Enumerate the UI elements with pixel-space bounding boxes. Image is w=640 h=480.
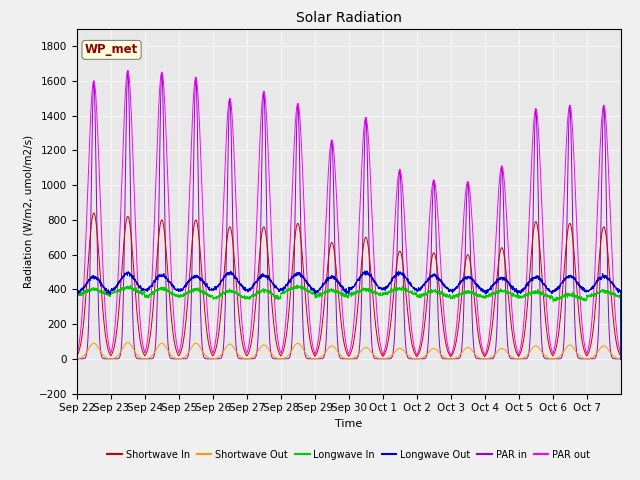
Shortwave Out — [501, 348, 509, 353]
PAR out — [501, 190, 509, 196]
PAR in — [184, 352, 192, 358]
Longwave Out — [184, 280, 192, 286]
PAR in — [419, 356, 426, 362]
PAR in — [467, 254, 474, 260]
PAR out — [73, 350, 81, 356]
Shortwave In — [534, 226, 541, 232]
Longwave In — [184, 289, 192, 295]
Longwave Out — [501, 276, 509, 282]
Line: Shortwave In: Shortwave In — [77, 213, 621, 359]
Line: Longwave Out: Longwave Out — [77, 271, 621, 360]
Longwave In — [611, 292, 619, 298]
Shortwave In — [419, 336, 426, 342]
Shortwave Out — [124, 339, 132, 345]
Shortwave In — [501, 260, 509, 266]
Longwave Out — [611, 284, 619, 289]
Y-axis label: Radiation (W/m2, umol/m2/s): Radiation (W/m2, umol/m2/s) — [23, 134, 33, 288]
PAR out — [611, 306, 619, 312]
Longwave Out — [419, 285, 426, 290]
Shortwave In — [90, 210, 98, 216]
Longwave Out — [361, 268, 369, 274]
Longwave In — [501, 289, 509, 295]
Title: Solar Radiation: Solar Radiation — [296, 11, 402, 25]
Longwave In — [294, 282, 301, 288]
Line: Shortwave Out: Shortwave Out — [77, 342, 621, 359]
Legend: Shortwave In, Shortwave Out, Longwave In, Longwave Out, PAR in, PAR out: Shortwave In, Shortwave Out, Longwave In… — [104, 446, 594, 464]
Shortwave Out — [73, 356, 81, 361]
Shortwave Out — [611, 354, 619, 360]
PAR in — [501, 275, 509, 281]
PAR in — [73, 356, 81, 362]
Longwave In — [467, 289, 474, 295]
X-axis label: Time: Time — [335, 419, 362, 429]
Line: Longwave In: Longwave In — [77, 285, 621, 359]
Longwave In — [534, 286, 541, 292]
PAR out — [184, 222, 192, 228]
Longwave In — [617, 356, 625, 362]
Shortwave In — [73, 353, 81, 359]
PAR in — [611, 356, 619, 362]
PAR out — [617, 356, 625, 362]
PAR in — [534, 173, 541, 179]
Shortwave In — [467, 261, 474, 267]
Shortwave Out — [419, 355, 426, 360]
Longwave Out — [467, 276, 474, 282]
Longwave Out — [617, 357, 625, 362]
Text: WP_met: WP_met — [85, 43, 138, 56]
PAR out — [124, 68, 132, 73]
PAR in — [124, 68, 132, 73]
Shortwave Out — [534, 344, 541, 349]
Shortwave In — [611, 330, 619, 336]
Longwave Out — [534, 274, 541, 280]
Longwave Out — [73, 291, 81, 297]
PAR out — [467, 195, 474, 201]
Shortwave Out — [617, 356, 625, 362]
PAR out — [534, 119, 541, 125]
Longwave In — [73, 290, 81, 296]
PAR in — [617, 356, 625, 362]
Line: PAR out: PAR out — [77, 71, 621, 359]
Shortwave In — [184, 289, 192, 295]
Shortwave Out — [184, 350, 192, 356]
Line: PAR in: PAR in — [77, 71, 621, 359]
Longwave In — [419, 291, 426, 297]
Shortwave In — [617, 356, 625, 362]
Shortwave Out — [467, 346, 474, 352]
PAR out — [419, 323, 426, 329]
